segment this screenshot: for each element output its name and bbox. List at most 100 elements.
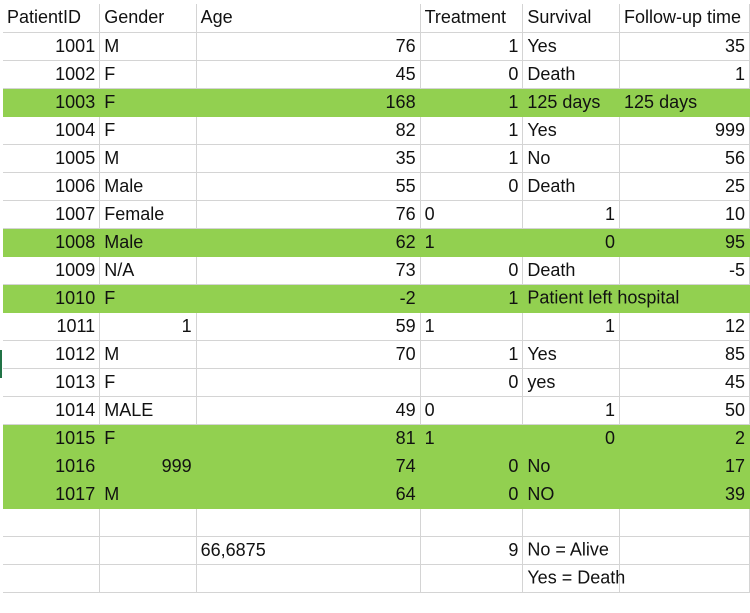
cell-followup[interactable]: 25 <box>619 172 750 201</box>
cell-treatment[interactable]: 0 <box>420 396 524 425</box>
cell-gender[interactable]: F <box>99 60 197 89</box>
cell-patientid[interactable]: 1011 <box>3 312 101 341</box>
cell-survival[interactable]: Yes <box>522 340 621 369</box>
cell-empty[interactable] <box>619 508 750 537</box>
cell-gender[interactable]: MALE <box>99 396 197 425</box>
cell-age[interactable] <box>196 368 421 397</box>
cell-patientid[interactable]: 1003 <box>3 88 101 117</box>
cell-survival[interactable]: yes <box>522 368 621 397</box>
cell-treatment[interactable]: 1 <box>420 116 524 145</box>
cell-followup[interactable]: 2 <box>619 424 750 453</box>
cell-treatment[interactable]: 0 <box>420 452 524 481</box>
cell-gender[interactable]: M <box>99 340 197 369</box>
cell-followup[interactable]: 999 <box>619 116 750 145</box>
cell-survival[interactable]: 1 <box>522 312 621 341</box>
cell-followup[interactable]: 85 <box>619 340 750 369</box>
cell-patientid[interactable]: 1016 <box>3 452 101 481</box>
cell-patientid[interactable]: 1012 <box>3 340 101 369</box>
cell-gender[interactable]: F <box>99 88 197 117</box>
cell-followup[interactable]: 125 days <box>619 88 750 117</box>
header-treatment[interactable]: Treatment <box>420 4 524 33</box>
cell-age[interactable]: 74 <box>196 452 421 481</box>
cell-age[interactable]: 168 <box>196 88 421 117</box>
cell-age[interactable]: 76 <box>196 32 421 61</box>
cell-followup[interactable]: 50 <box>619 396 750 425</box>
cell-gender[interactable]: M <box>99 32 197 61</box>
cell-empty[interactable] <box>522 508 621 537</box>
cell-followup[interactable]: 1 <box>619 60 750 89</box>
cell-empty[interactable] <box>3 536 101 565</box>
cell-empty[interactable] <box>420 508 524 537</box>
cell-gender[interactable]: F <box>99 284 197 313</box>
cell-patientid[interactable]: 1007 <box>3 200 101 229</box>
cell-patientid[interactable]: 1002 <box>3 60 101 89</box>
cell-age[interactable]: 45 <box>196 60 421 89</box>
cell-age[interactable]: 64 <box>196 480 421 509</box>
cell-followup[interactable]: 17 <box>619 452 750 481</box>
cell-empty[interactable] <box>3 508 101 537</box>
cell-patientid[interactable]: 1017 <box>3 480 101 509</box>
cell-age[interactable]: 59 <box>196 312 421 341</box>
cell-age[interactable]: 35 <box>196 144 421 173</box>
cell-survival[interactable]: Yes <box>522 116 621 145</box>
cell-treatment[interactable]: 1 <box>420 144 524 173</box>
header-survival[interactable]: Survival <box>522 4 621 33</box>
cell-patientid[interactable]: 1013 <box>3 368 101 397</box>
cell-empty[interactable] <box>619 564 750 593</box>
cell-age[interactable]: 49 <box>196 396 421 425</box>
cell-patientid[interactable]: 1014 <box>3 396 101 425</box>
cell-survival[interactable]: No <box>522 452 621 481</box>
cell-survival[interactable]: 1 <box>522 200 621 229</box>
cell-treatment[interactable]: 1 <box>420 312 524 341</box>
cell-age[interactable]: 70 <box>196 340 421 369</box>
cell-treatment[interactable]: 1 <box>420 32 524 61</box>
cell-followup[interactable]: 35 <box>619 32 750 61</box>
cell-treatment[interactable]: 0 <box>420 60 524 89</box>
header-followup[interactable]: Follow-up time <box>619 4 750 33</box>
cell-survival[interactable]: Death <box>522 256 621 285</box>
cell-age[interactable]: 73 <box>196 256 421 285</box>
cell-empty[interactable] <box>99 564 197 593</box>
cell-survival[interactable]: 125 days <box>522 88 621 117</box>
cell-empty[interactable] <box>619 536 750 565</box>
cell-survival[interactable]: Death <box>522 60 621 89</box>
cell-followup[interactable] <box>619 284 750 313</box>
cell-gender[interactable]: N/A <box>99 256 197 285</box>
cell-treatment[interactable]: 0 <box>420 200 524 229</box>
cell-empty[interactable] <box>99 536 197 565</box>
cell-gender[interactable]: Female <box>99 200 197 229</box>
cell-survival[interactable]: 0 <box>522 228 621 257</box>
cell-gender[interactable]: Male <box>99 228 197 257</box>
cell-gender[interactable]: F <box>99 368 197 397</box>
cell-treatment-count[interactable]: 9 <box>420 536 524 565</box>
cell-survival[interactable]: 1 <box>522 396 621 425</box>
cell-survival[interactable]: 0 <box>522 424 621 453</box>
header-gender[interactable]: Gender <box>99 4 197 33</box>
cell-treatment[interactable]: 1 <box>420 284 524 313</box>
cell-age[interactable]: 76 <box>196 200 421 229</box>
cell-followup[interactable]: 39 <box>619 480 750 509</box>
cell-age[interactable]: 81 <box>196 424 421 453</box>
cell-patientid[interactable]: 1006 <box>3 172 101 201</box>
cell-empty[interactable] <box>196 564 421 593</box>
cell-age[interactable]: 82 <box>196 116 421 145</box>
cell-gender[interactable]: M <box>99 480 197 509</box>
cell-note-2[interactable]: Yes = Death <box>522 564 625 593</box>
header-patientid[interactable]: PatientID <box>3 4 101 33</box>
cell-gender[interactable]: M <box>99 144 197 173</box>
cell-survival[interactable]: Yes <box>522 32 621 61</box>
cell-patientid[interactable]: 1010 <box>3 284 101 313</box>
cell-gender[interactable]: F <box>99 116 197 145</box>
cell-treatment[interactable]: 0 <box>420 368 524 397</box>
cell-treatment[interactable]: 1 <box>420 340 524 369</box>
cell-survival[interactable]: No <box>522 144 621 173</box>
cell-treatment[interactable]: 0 <box>420 256 524 285</box>
header-age[interactable]: Age <box>196 4 421 33</box>
cell-followup[interactable]: 45 <box>619 368 750 397</box>
cell-followup[interactable]: 12 <box>619 312 750 341</box>
cell-followup[interactable]: -5 <box>619 256 750 285</box>
cell-patientid[interactable]: 1008 <box>3 228 101 257</box>
cell-treatment[interactable]: 1 <box>420 228 524 257</box>
cell-gender[interactable]: Male <box>99 172 197 201</box>
cell-empty[interactable] <box>99 508 197 537</box>
